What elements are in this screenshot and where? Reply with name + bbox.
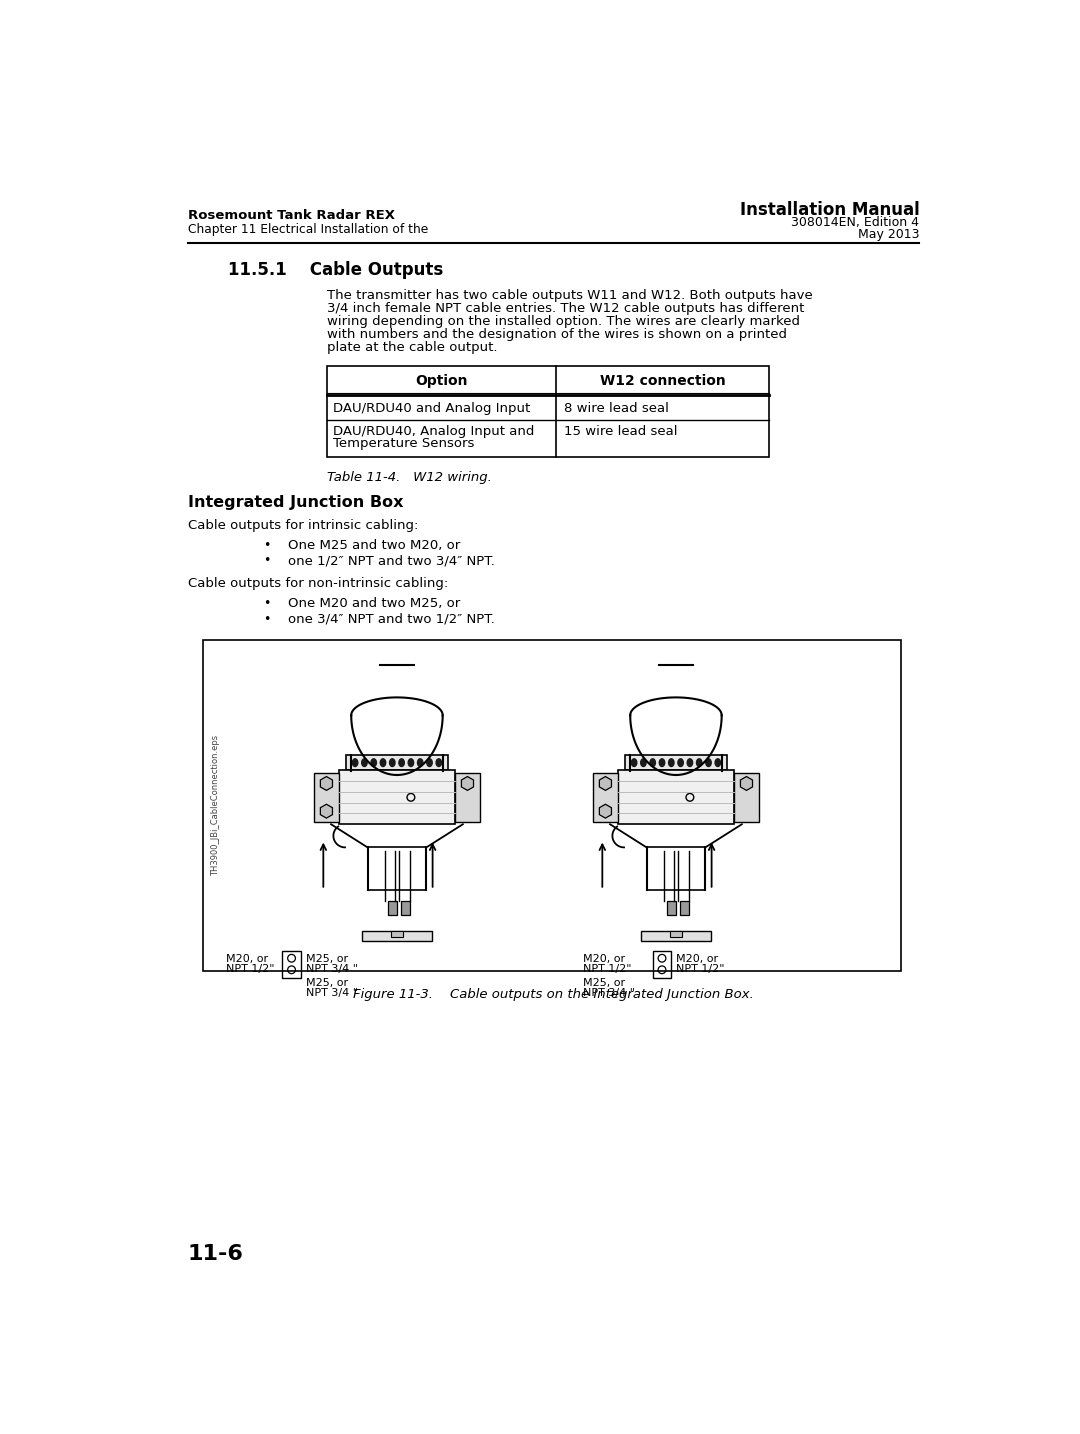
Text: NPT 1/2": NPT 1/2" [676, 964, 725, 974]
Bar [666, 902, 676, 915]
Ellipse shape [697, 759, 702, 767]
Ellipse shape [650, 759, 656, 767]
Bar [203, 640, 901, 971]
Text: 15 wire lead seal: 15 wire lead seal [564, 426, 677, 439]
Ellipse shape [380, 759, 386, 767]
Bar [314, 773, 339, 822]
Text: 11.5.1    Cable Outputs: 11.5.1 Cable Outputs [228, 261, 443, 280]
Bar [618, 770, 734, 825]
Text: 3/4 inch female NPT cable entries. The W12 cable outputs has different: 3/4 inch female NPT cable entries. The W… [327, 303, 805, 315]
Text: with numbers and the designation of the wires is shown on a printed: with numbers and the designation of the … [327, 328, 787, 341]
Text: •: • [262, 554, 270, 566]
Text: NPT 3/4 ": NPT 3/4 " [306, 964, 357, 974]
Text: M20, or: M20, or [583, 954, 625, 964]
Ellipse shape [352, 759, 357, 767]
Ellipse shape [399, 759, 404, 767]
Text: DAU/RDU40 and Analog Input: DAU/RDU40 and Analog Input [334, 402, 530, 414]
Text: M25, or: M25, or [306, 954, 348, 964]
Text: Cable outputs for non-intrinsic cabling:: Cable outputs for non-intrinsic cabling: [188, 576, 448, 591]
Bar [625, 754, 727, 770]
Text: •: • [262, 612, 270, 625]
Text: M25, or: M25, or [306, 978, 348, 988]
Text: Chapter 11 Electrical Installation of the: Chapter 11 Electrical Installation of th… [188, 222, 428, 237]
Text: NPT 3/4 ": NPT 3/4 " [306, 988, 357, 998]
Text: NPT 1/2": NPT 1/2" [227, 964, 275, 974]
Text: 8 wire lead seal: 8 wire lead seal [564, 402, 669, 414]
Text: Rosemount Tank Radar REX: Rosemount Tank Radar REX [188, 209, 394, 222]
Bar [593, 773, 618, 822]
Bar [362, 931, 432, 941]
Bar [339, 770, 455, 825]
Text: May 2013: May 2013 [858, 228, 919, 241]
Ellipse shape [659, 759, 664, 767]
Text: •: • [262, 597, 270, 609]
Bar [388, 902, 397, 915]
Text: one 3/4″ NPT and two 1/2″ NPT.: one 3/4″ NPT and two 1/2″ NPT. [288, 612, 496, 625]
Text: M20, or: M20, or [227, 954, 269, 964]
Text: Table 11-4.   W12 wiring.: Table 11-4. W12 wiring. [327, 470, 492, 483]
Text: Figure 11-3.    Cable outputs on the Integrated Junction Box.: Figure 11-3. Cable outputs on the Integr… [353, 988, 754, 1001]
Text: 11-6: 11-6 [188, 1243, 244, 1263]
Bar [327, 366, 769, 457]
Text: M20, or: M20, or [676, 954, 718, 964]
Bar [679, 902, 689, 915]
Text: DAU/RDU40, Analog Input and: DAU/RDU40, Analog Input and [334, 426, 535, 439]
Text: NPT 3/4 ": NPT 3/4 " [583, 988, 635, 998]
Text: •: • [262, 539, 270, 552]
Bar [282, 951, 301, 978]
Text: W12 connection: W12 connection [599, 374, 726, 387]
Ellipse shape [678, 759, 684, 767]
Text: One M25 and two M20, or: One M25 and two M20, or [288, 539, 461, 552]
Text: Integrated Junction Box: Integrated Junction Box [188, 496, 403, 511]
Text: NPT 1/2": NPT 1/2" [583, 964, 632, 974]
Text: Installation Manual: Installation Manual [740, 201, 919, 219]
Text: Option: Option [416, 374, 468, 387]
Text: TH3900_JBi_CableConnection.eps: TH3900_JBi_CableConnection.eps [211, 736, 220, 876]
Ellipse shape [372, 759, 377, 767]
Bar [642, 931, 711, 941]
Text: Temperature Sensors: Temperature Sensors [334, 437, 475, 450]
Ellipse shape [640, 759, 646, 767]
Bar [391, 931, 403, 936]
Ellipse shape [687, 759, 692, 767]
Text: Cable outputs for intrinsic cabling:: Cable outputs for intrinsic cabling: [188, 519, 418, 532]
Bar [455, 773, 480, 822]
Ellipse shape [632, 759, 637, 767]
Ellipse shape [408, 759, 414, 767]
Text: plate at the cable output.: plate at the cable output. [327, 341, 498, 354]
Ellipse shape [418, 759, 423, 767]
Text: M25, or: M25, or [583, 978, 625, 988]
Text: One M20 and two M25, or: One M20 and two M25, or [288, 597, 461, 609]
Ellipse shape [706, 759, 712, 767]
Text: 308014EN, Edition 4: 308014EN, Edition 4 [792, 217, 919, 229]
Ellipse shape [669, 759, 674, 767]
Text: one 1/2″ NPT and two 3/4″ NPT.: one 1/2″ NPT and two 3/4″ NPT. [288, 554, 496, 566]
Ellipse shape [390, 759, 395, 767]
Ellipse shape [715, 759, 720, 767]
Text: wiring depending on the installed option. The wires are clearly marked: wiring depending on the installed option… [327, 315, 800, 328]
Bar [346, 754, 448, 770]
Text: The transmitter has two cable outputs W11 and W12. Both outputs have: The transmitter has two cable outputs W1… [327, 290, 813, 303]
Bar [401, 902, 410, 915]
Bar [652, 951, 672, 978]
Ellipse shape [436, 759, 442, 767]
Bar [734, 773, 759, 822]
Ellipse shape [427, 759, 432, 767]
Bar [670, 931, 683, 936]
Ellipse shape [362, 759, 367, 767]
